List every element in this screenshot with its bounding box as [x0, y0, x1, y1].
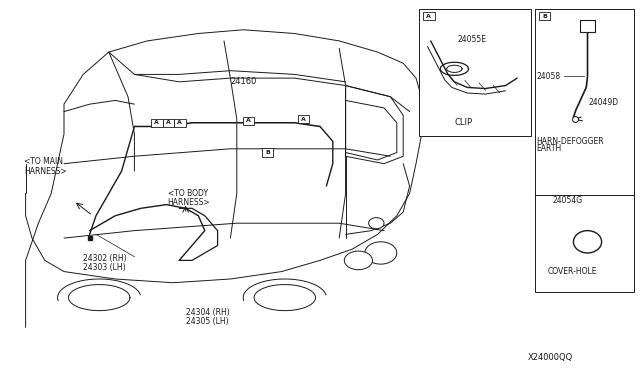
Text: A: A	[426, 14, 431, 19]
Text: X24000QQ: X24000QQ	[528, 353, 573, 362]
Text: 24054G: 24054G	[552, 196, 582, 205]
Text: A: A	[166, 120, 171, 125]
Bar	[151, 119, 163, 127]
Bar	[163, 119, 174, 127]
Text: EARTH: EARTH	[536, 144, 561, 153]
Ellipse shape	[365, 242, 397, 264]
Text: 24303 (LH): 24303 (LH)	[83, 263, 126, 272]
Text: A: A	[154, 120, 159, 125]
Text: 24305 (LH): 24305 (LH)	[186, 317, 228, 326]
Text: 24058: 24058	[536, 72, 561, 81]
Text: COVER-HOLE: COVER-HOLE	[547, 267, 596, 276]
Bar	[298, 115, 309, 123]
Bar	[174, 119, 186, 127]
Text: B: B	[265, 150, 270, 155]
Bar	[262, 148, 273, 157]
Text: A: A	[301, 116, 306, 122]
Text: 24160: 24160	[230, 77, 257, 86]
Ellipse shape	[573, 231, 602, 253]
Text: HARNESS>: HARNESS>	[168, 198, 211, 207]
Text: 24302 (RH): 24302 (RH)	[83, 254, 127, 263]
Text: A: A	[246, 118, 251, 124]
Text: HARN-DEFOGGER: HARN-DEFOGGER	[536, 137, 604, 146]
Bar	[580, 20, 595, 32]
Bar	[419, 9, 531, 136]
Text: <TO MAIN: <TO MAIN	[24, 157, 63, 166]
Bar	[535, 9, 634, 292]
Ellipse shape	[344, 251, 372, 270]
Text: 24049D: 24049D	[589, 98, 619, 107]
Bar	[423, 12, 435, 20]
Ellipse shape	[369, 218, 384, 229]
Text: <TO BODY: <TO BODY	[168, 189, 208, 198]
Text: B: B	[542, 14, 547, 19]
Text: HARNESS>: HARNESS>	[24, 167, 67, 176]
Text: CLIP: CLIP	[454, 118, 472, 127]
Bar	[539, 12, 550, 20]
Text: A: A	[177, 120, 182, 125]
Bar	[243, 117, 254, 125]
Text: 24304 (RH): 24304 (RH)	[186, 308, 229, 317]
Text: 24055E: 24055E	[458, 35, 486, 44]
